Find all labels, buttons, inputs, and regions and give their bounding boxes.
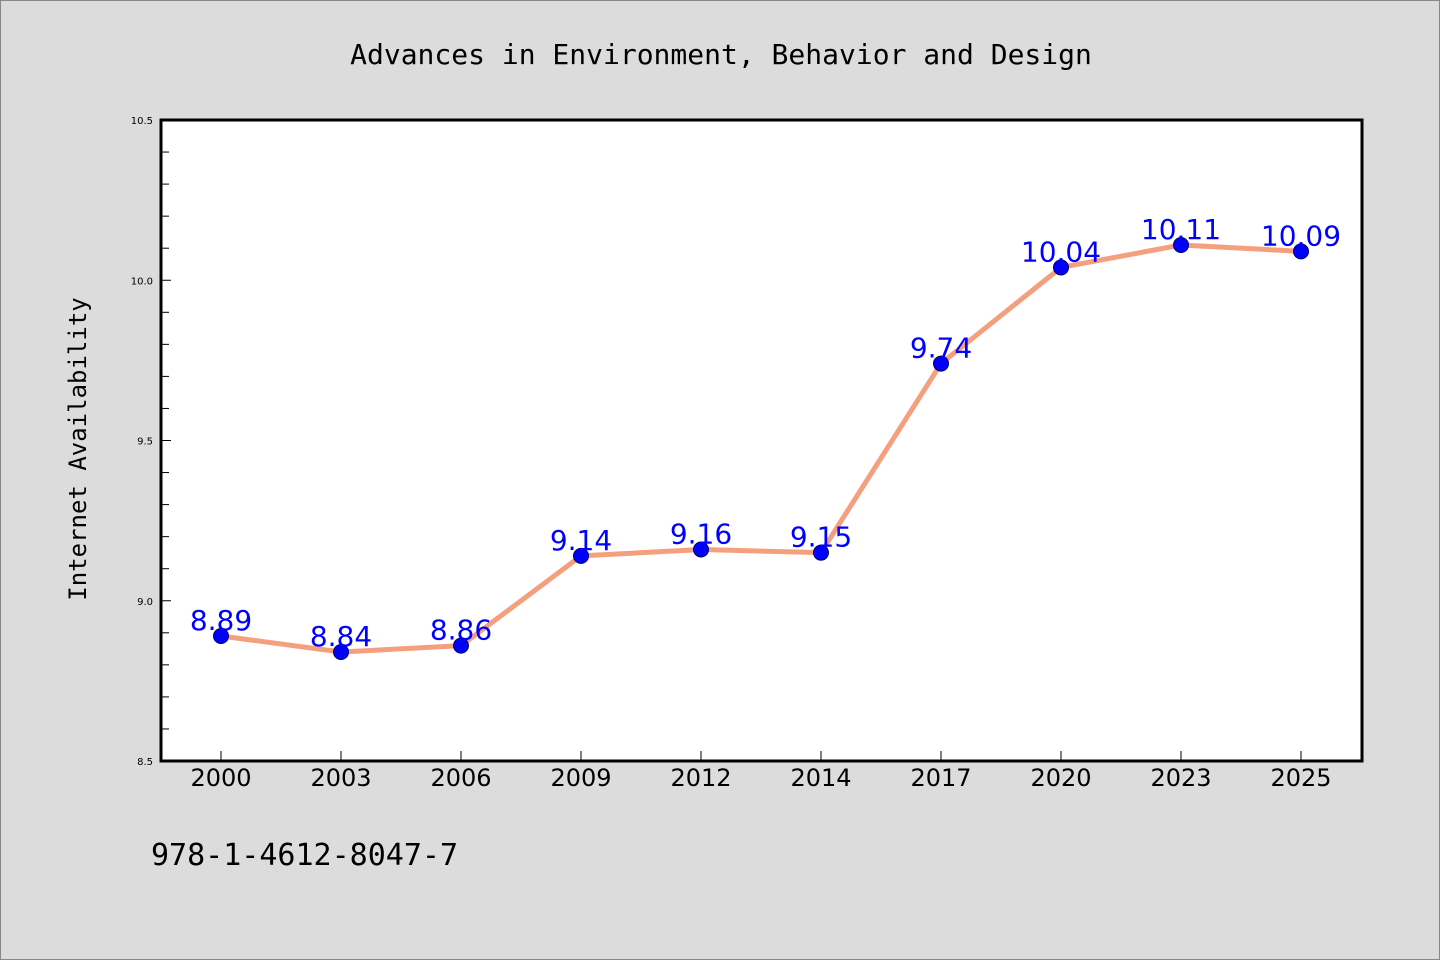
x-tick-label: 2012	[670, 764, 731, 792]
y-tick-label: 8.5	[137, 757, 153, 768]
y-tick-label: 10.0	[131, 276, 153, 287]
footnote-isbn: 978-1-4612-8047-7	[151, 838, 458, 873]
data-label: 10.11	[1141, 213, 1221, 246]
plot-area	[159, 118, 1364, 763]
data-point-marker	[933, 355, 949, 372]
chart-title: Advances in Environment, Behavior and De…	[350, 38, 1092, 71]
data-label: 10.09	[1261, 219, 1341, 252]
data-label: 9.74	[910, 332, 972, 365]
y-tick-label: 10.5	[131, 116, 153, 127]
series-line-group	[218, 242, 1304, 655]
x-tick-label: 2000	[190, 764, 251, 792]
series-line	[218, 242, 1304, 655]
data-label-group: 8.89 8.84 8.86 9.14 9.16 9.15 9.74 10.04 10.11 10…	[190, 213, 1341, 653]
data-label: 9.15	[790, 521, 852, 554]
data-point-marker	[1173, 236, 1189, 253]
y-axis-label: Internet Availability	[64, 297, 92, 600]
x-tick-label: 2006	[430, 764, 491, 792]
x-tick-label: 2014	[790, 764, 851, 792]
y-axis: 8.5 9.0 9.5 10.0 10.5	[131, 116, 171, 768]
data-point-marker	[813, 544, 829, 561]
data-point-marker	[1293, 243, 1309, 260]
data-label: 8.86	[430, 614, 492, 647]
y-tick-label: 9.5	[137, 437, 153, 448]
data-point-marker	[333, 644, 349, 661]
data-point-marker	[693, 541, 709, 558]
data-label: 10.04	[1021, 235, 1101, 268]
data-label: 8.89	[190, 604, 252, 637]
data-point-marker	[213, 628, 229, 645]
data-point-marker	[1053, 259, 1069, 276]
x-axis: 2000 2003 2006 2009 2012 2014 2017 2020 2023 2025	[190, 751, 1332, 792]
x-tick-label: 2017	[910, 764, 971, 792]
marker-group	[213, 236, 1309, 661]
x-tick-label: 2025	[1270, 764, 1331, 792]
x-tick-label: 2003	[310, 764, 371, 792]
data-point-marker	[573, 547, 589, 564]
x-tick-label: 2023	[1150, 764, 1211, 792]
x-tick-label: 2009	[550, 764, 611, 792]
x-tick-label: 2020	[1030, 764, 1091, 792]
data-label: 9.14	[550, 524, 612, 557]
data-point-marker	[453, 637, 469, 654]
data-label: 9.16	[670, 517, 732, 550]
data-label: 8.84	[310, 620, 372, 653]
y-tick-label: 9.0	[137, 597, 153, 608]
